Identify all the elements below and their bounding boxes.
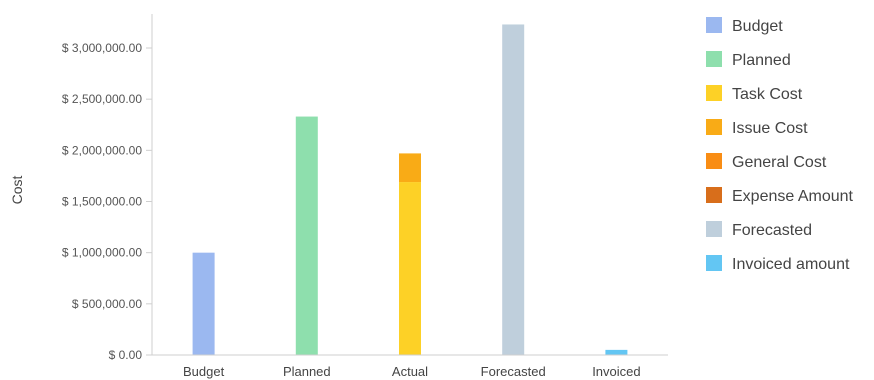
legend-swatch [706, 153, 722, 169]
y-tick-label: $ 500,000.00 [72, 297, 142, 311]
legend-label: Invoiced amount [732, 256, 850, 273]
y-axis: $ 0.00 $ 500,000.00 $ 1,000,000.00 $ 1,500,… [62, 14, 153, 362]
legend-swatch [706, 221, 722, 237]
y-tick-label: $ 0.00 [109, 348, 143, 362]
x-tick-label: Budget [183, 364, 225, 379]
x-tick-label: Actual [392, 364, 428, 379]
legend-label: Task Cost [732, 86, 803, 103]
legend-swatch [706, 85, 722, 101]
bars [192, 24, 628, 356]
y-axis-title: Cost [9, 176, 25, 205]
legend-label: General Cost [732, 154, 827, 171]
legend-swatch [706, 51, 722, 67]
y-tick-label: $ 1,500,000.00 [62, 195, 142, 209]
legend-label: Budget [732, 18, 783, 35]
legend-label: Issue Cost [732, 120, 808, 137]
legend-swatch [706, 17, 722, 33]
bar-segment [605, 349, 628, 355]
legend-label: Planned [732, 52, 791, 69]
legend-swatch [706, 119, 722, 135]
x-tick-label: Forecasted [481, 364, 546, 379]
x-tick-label: Planned [283, 364, 331, 379]
y-tick-label: $ 3,000,000.00 [62, 41, 142, 55]
y-tick-label: $ 2,000,000.00 [62, 143, 142, 157]
x-axis: Budget Planned Actual Forecasted Invoiced [152, 354, 668, 379]
legend-label: Forecasted [732, 222, 812, 239]
legend: Budget Planned Task Cost Issue Cost General … [706, 17, 854, 273]
legend-label: Expense Amount [732, 188, 854, 205]
x-tick-label: Invoiced [592, 364, 640, 379]
bar-segment [502, 24, 525, 356]
legend-swatch [706, 255, 722, 271]
bar-segment [399, 153, 421, 183]
bar-segment [192, 252, 215, 355]
y-tick-label: $ 2,500,000.00 [62, 92, 142, 106]
y-tick-label: $ 1,000,000.00 [62, 246, 142, 260]
bar-segment [399, 182, 421, 355]
bar-segment [295, 116, 318, 356]
legend-swatch [706, 187, 722, 203]
